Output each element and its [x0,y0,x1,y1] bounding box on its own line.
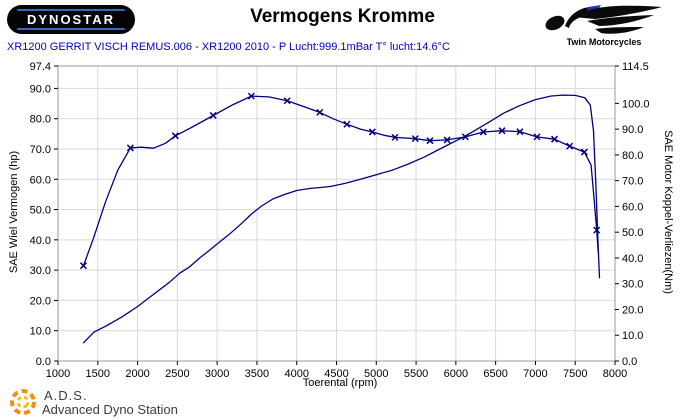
svg-text:90.0: 90.0 [622,124,643,136]
svg-text:1500: 1500 [86,368,110,380]
svg-text:10.0: 10.0 [622,330,643,342]
ads-abbrev-label: A.D.S. [44,388,88,403]
svg-text:3500: 3500 [245,368,269,380]
svg-text:7000: 7000 [523,368,547,380]
svg-text:30.0: 30.0 [30,265,51,277]
svg-text:0.0: 0.0 [622,356,637,368]
svg-text:70.0: 70.0 [30,144,51,156]
dynostar-logo-text: DYNOSTAR [27,12,115,27]
y-axis-label-left: SAE Wiel Vermogen (hp) [8,150,20,274]
svg-text:20.0: 20.0 [30,295,51,307]
x-axis-label: Toerental (rpm) [302,377,378,389]
svg-text:5000: 5000 [364,368,388,380]
svg-text:3000: 3000 [205,368,229,380]
dynostar-logo: DYNOSTAR [7,5,135,34]
twin-logo-caption: Twin Motorcycles [566,37,642,47]
svg-text:90.0: 90.0 [30,83,51,95]
svg-text:70.0: 70.0 [622,176,643,188]
svg-text:80.0: 80.0 [30,114,51,126]
twin-motorcycles-logo: Twin Motorcycles [543,4,665,47]
svg-text:60.0: 60.0 [622,201,643,213]
svg-text:40.0: 40.0 [30,235,51,247]
svg-text:5500: 5500 [404,368,428,380]
y-axis-label-right: SAE Motor Koppel-Verliezen(Nm) [662,130,674,294]
svg-text:20.0: 20.0 [622,304,643,316]
svg-text:4500: 4500 [324,368,348,380]
svg-text:0.0: 0.0 [36,356,51,368]
svg-text:6500: 6500 [483,368,507,380]
ads-logo-icon [10,389,36,415]
svg-text:1000: 1000 [46,368,70,380]
svg-text:97.4: 97.4 [30,61,51,73]
svg-text:114.5: 114.5 [622,61,649,73]
svg-text:80.0: 80.0 [622,150,643,162]
svg-text:30.0: 30.0 [622,279,643,291]
svg-text:6000: 6000 [444,368,468,380]
svg-text:4000: 4000 [284,368,308,380]
svg-text:2000: 2000 [125,368,149,380]
svg-text:8000: 8000 [603,368,627,380]
twin-wing-icon [545,5,662,34]
svg-text:40.0: 40.0 [622,253,643,265]
svg-text:50.0: 50.0 [30,205,51,217]
svg-text:7500: 7500 [563,368,587,380]
svg-text:100.0: 100.0 [622,98,650,110]
svg-text:60.0: 60.0 [30,174,51,186]
run-info-subtitle: XR1200 GERRIT VISCH REMUS.006 - XR1200 2… [7,41,450,53]
svg-text:2500: 2500 [165,368,189,380]
svg-text:10.0: 10.0 [30,326,51,338]
ads-full-label: Advanced Dyno Station [42,402,178,417]
svg-text:50.0: 50.0 [622,227,643,239]
page-title: Vermogens Kromme [250,6,435,27]
